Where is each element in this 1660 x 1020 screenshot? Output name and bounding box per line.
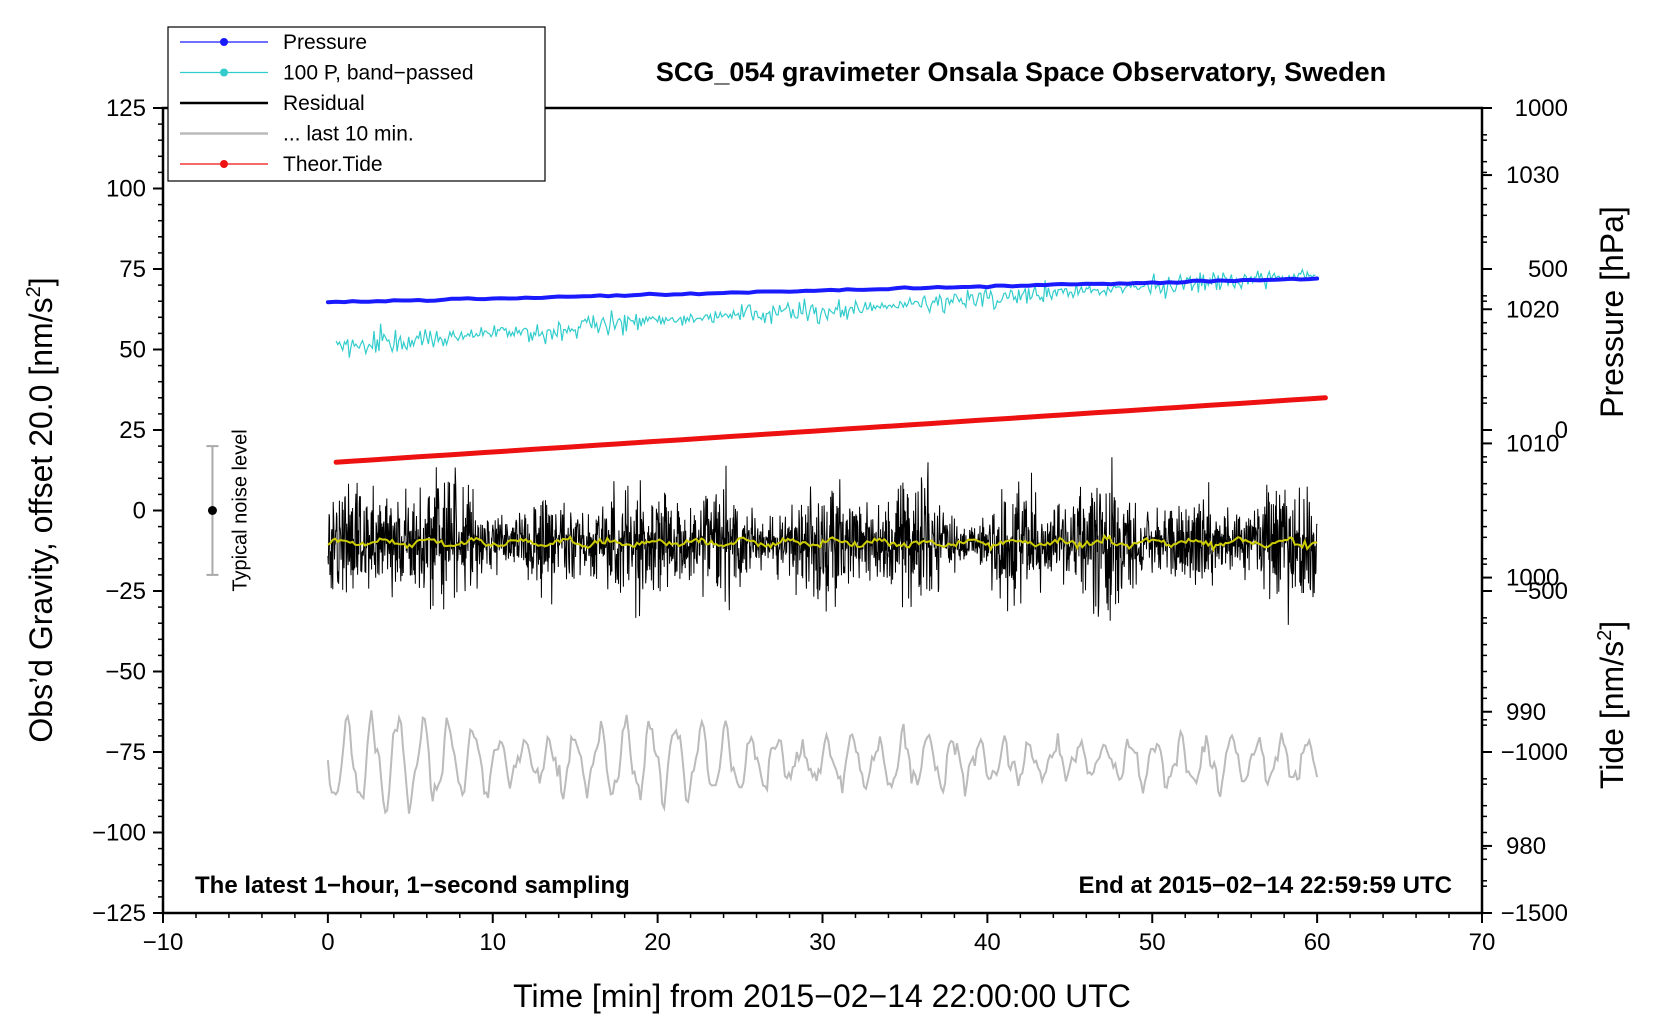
residual-line [327,457,1318,625]
left-tick-label-10: −125 [92,900,146,927]
last-10-min-line [326,710,1319,815]
left-tick-label-3: 50 [119,337,146,364]
legend: Pressure 100 P, band−passed Residual ... la… [167,26,546,182]
x-tick-label-7: 60 [1304,929,1331,956]
sampling-note: The latest 1−hour, 1−second sampling [195,872,630,899]
tide-axis-title: Tide [nm/s2] [1594,621,1630,789]
noise-label: Typical noise level [229,429,251,591]
left-tick-label-9: −100 [92,820,146,847]
pressure-tick-label-5: 980 [1506,833,1546,860]
noise-center-dot [207,506,217,515]
x-tick-label-4: 30 [809,929,836,956]
tide-tick-label-4: −1000 [1501,739,1568,766]
x-tick-label-6: 50 [1139,929,1166,956]
left-tick-label-0: 125 [106,95,146,122]
left-tick-label-4: 25 [119,417,146,444]
left-tick-label-5: 0 [133,498,146,525]
tide-tick-label-0: 1000 [1515,95,1568,122]
legend-marker-4 [220,160,228,168]
x-tick-label-8: 70 [1469,929,1496,956]
left-tick-label-7: −50 [105,659,146,686]
x-tick-label-2: 10 [479,929,506,956]
legend-label-4: Theor.Tide [283,153,383,176]
axes-layer: −10 0 10 20 30 40 50 60 701251007550250−25−50−75… [92,95,1568,956]
tide-axis-title-sup: 2 [1594,630,1616,641]
legend-label-0: Pressure [283,31,367,54]
legend-label-1: 100 P, band−passed [283,62,474,85]
x-tick-label-0: −10 [143,929,184,956]
pressure-tick-label-2: 1010 [1506,430,1559,457]
tide-axis-title-main: Tide [nm/s [1594,641,1630,789]
pressure-line [325,276,1320,305]
end-time-note: End at 2015−02−14 22:59:59 UTC [1078,872,1452,899]
pressure-tick-label-4: 990 [1506,699,1546,726]
left-axis-title-end: ] [23,277,59,286]
legend-label-2: Residual [283,92,365,115]
chart-title: SCG_054 gravimeter Onsala Space Observat… [656,57,1386,87]
tide-tick-label-5: −1500 [1501,900,1568,927]
legend-label-3: ... last 10 min. [283,123,414,146]
x-tick-label-1: 0 [321,929,334,956]
theoretical-tide-line [333,395,1328,465]
legend-marker-1 [220,68,228,77]
left-axis-title: Obs’d Gravity, offset 20.0 [nm/s2] [23,277,59,742]
pressure-tick-label-3: 1000 [1506,565,1559,592]
pressure-axis-title: Pressure [hPa] [1594,206,1630,418]
noise-indicator: Typical noise level [206,429,251,592]
pressure-tick-label-0: 1030 [1506,162,1559,189]
tide-tick-label-1: 500 [1528,256,1568,283]
tide-tick-label-2: 0 [1555,417,1568,444]
series-layer [325,267,1328,815]
left-axis-title-sup: 2 [23,286,45,297]
x-tick-label-3: 20 [644,929,671,956]
x-tick-label-5: 40 [974,929,1001,956]
left-tick-label-2: 75 [119,256,146,283]
left-tick-label-6: −25 [105,578,146,605]
legend-marker-0 [220,38,228,46]
left-tick-label-8: −75 [105,739,146,766]
tide-axis-title-end: ] [1594,621,1630,630]
x-axis-title: Time [min] from 2015−02−14 22:00:00 UTC [513,978,1131,1014]
residual-mean-line [327,533,1318,553]
pressure-tick-label-1: 1020 [1506,296,1559,323]
tide-tick-label-3: −500 [1514,578,1568,605]
left-axis-title-main: Obs’d Gravity, offset 20.0 [nm/s [23,297,59,742]
left-tick-label-1: 100 [106,176,146,203]
